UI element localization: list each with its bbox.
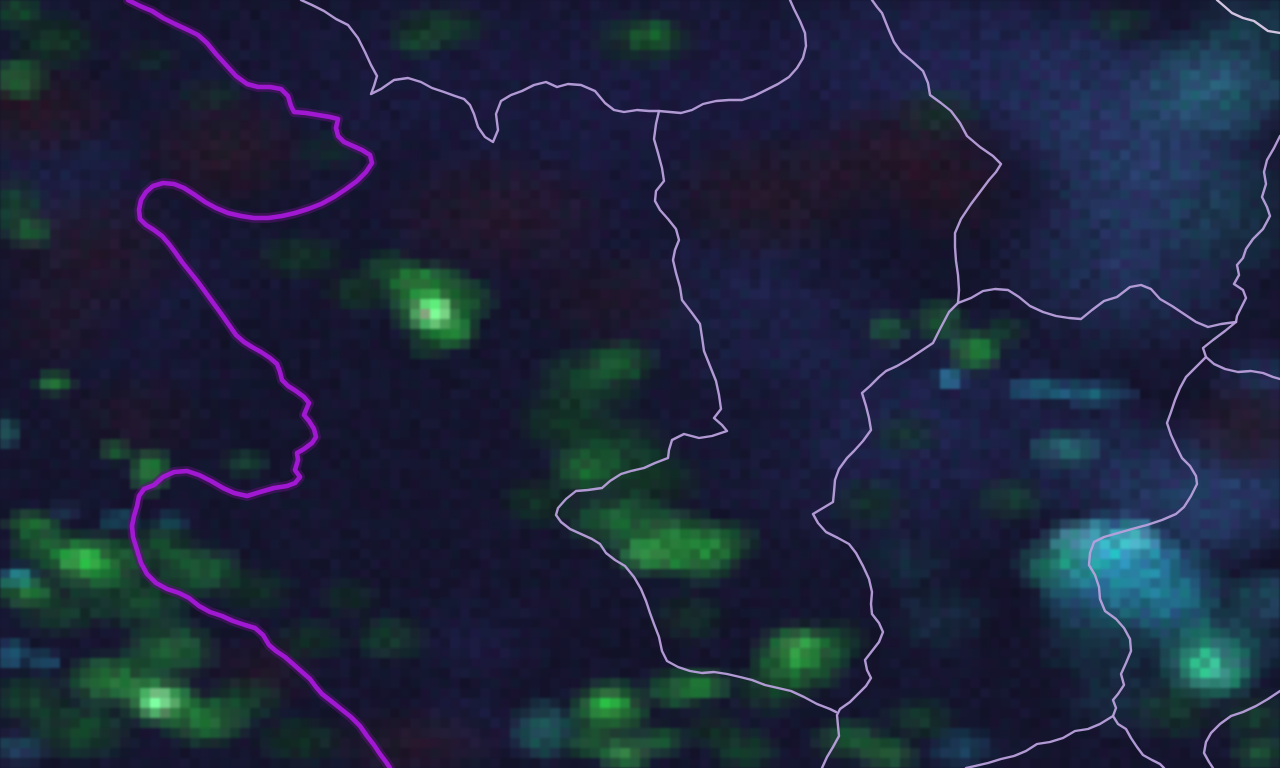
boundary-line [299,0,808,144]
boundary-line [123,0,395,768]
boundary-line [964,714,1115,768]
boundary-line [811,0,1003,768]
boundary-line [1215,0,1280,35]
boundary-line [125,0,393,768]
boundary-line [1202,689,1280,768]
boundary-line [554,109,838,714]
boundary-line [956,283,1238,329]
boundary-line [1232,134,1280,324]
boundary-line [1201,320,1280,381]
boundary-line [1087,355,1208,768]
